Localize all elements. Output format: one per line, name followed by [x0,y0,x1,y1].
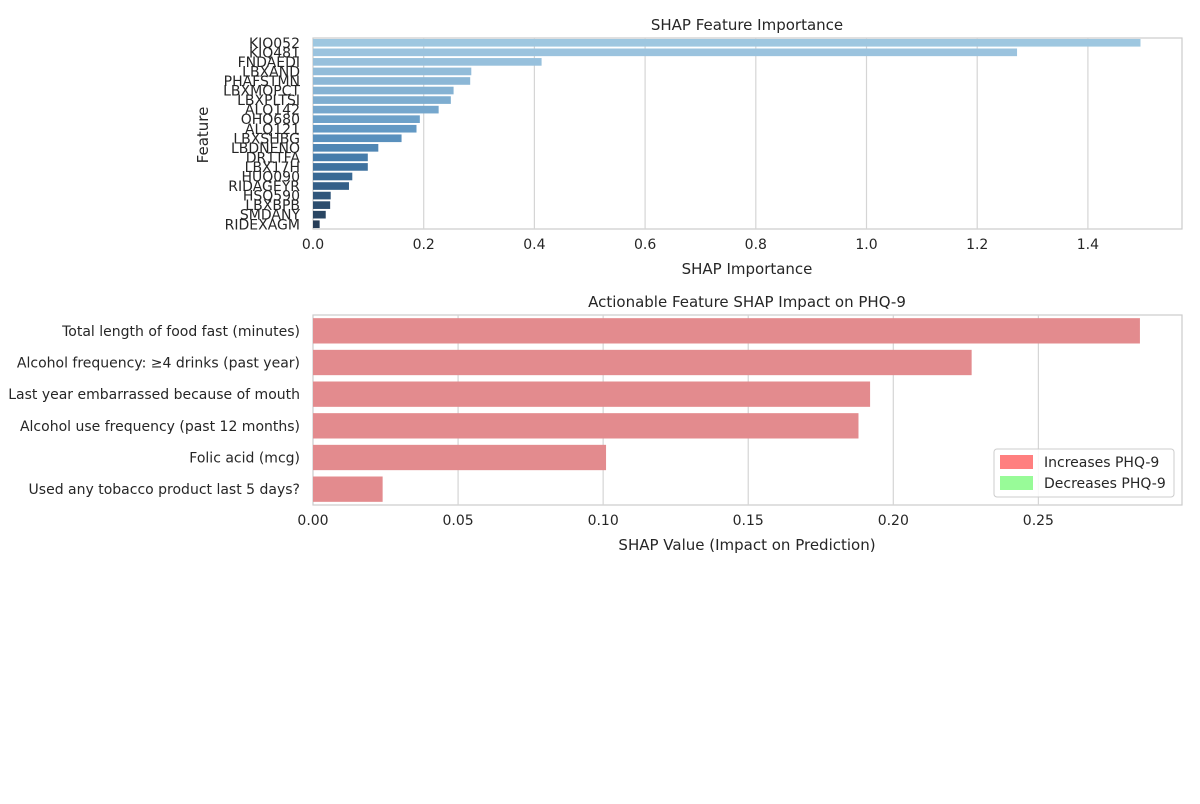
y-tick-labels: Total length of food fast (minutes) Alcoh… [8,324,300,498]
y-tick-label: ALQ121 [245,122,300,138]
legend-swatch-increases [1000,455,1033,469]
x-tick-label: 0.6 [634,237,656,253]
bars [313,318,1140,502]
y-tick-label: HUQ090 [241,170,300,186]
bar [313,381,871,407]
x-tick-label: 0.15 [733,513,764,529]
legend-label-decreases: Decreases PHQ-9 [1044,476,1166,492]
y-tick-label: Alcohol frequency: ≥4 drinks (past year) [17,356,300,372]
bar [313,163,368,171]
y-tick-label: LBXPLTSI [237,93,300,109]
bar [313,96,451,104]
y-tick-label: ALQ142 [245,103,300,119]
bar [313,476,383,502]
x-tick-label: 1.4 [1077,237,1099,253]
legend: Increases PHQ-9 Decreases PHQ-9 [993,448,1175,498]
y-tick-label: PHAFSTMN [224,74,300,90]
x-tick-label: 0.10 [588,513,619,529]
bar [313,210,326,219]
bar [313,58,542,66]
y-tick-label: FNDAEDI [238,55,300,71]
y-tick-label: KIQ481 [249,45,300,61]
x-tick-label: 1.0 [855,237,877,253]
x-tick-label: 0.05 [442,513,473,529]
bar [313,349,972,376]
plot-frame [312,314,1183,506]
y-tick-label: OHQ680 [241,112,300,128]
y-tick-label: HSQ590 [243,189,300,205]
x-tick-label: 0.20 [878,513,909,529]
chart-actionable-impact: Total length of food fast (minutes) Alcoh… [8,293,1183,554]
bar [313,48,1018,57]
bar [313,413,859,439]
bar [313,115,420,123]
bar [313,153,368,162]
bar [313,86,454,95]
legend-swatch-decreases [1000,476,1033,490]
x-tick-labels: 0.00 0.05 0.10 0.15 0.20 0.25 [297,513,1054,529]
y-tick-label: Used any tobacco product last 5 days? [29,482,300,498]
y-tick-label: LBXBPB [245,198,300,214]
gridlines [457,315,1039,505]
bar [313,134,402,143]
y-tick-label: SMDANY [240,208,301,224]
y-tick-label: LBX17H [245,160,300,176]
bars [313,38,1141,229]
bar [313,144,379,152]
chart-title: SHAP Feature Importance [651,16,843,34]
y-tick-label: Folic acid (mcg) [189,451,300,467]
x-tick-labels: 0.0 0.2 0.4 0.6 0.8 1.0 1.2 1.4 [302,237,1099,253]
legend-box [993,448,1175,498]
y-tick-label: RIDAGEYR [228,179,300,195]
x-axis-label: SHAP Value (Impact on Prediction) [618,536,875,554]
x-axis-label: SHAP Importance [682,260,813,278]
plot-frame [312,37,1183,230]
chart-feature-importance: KIQ052KIQ481FNDAEDILBXANDPHAFSTMNLBXMOPC… [194,16,1183,278]
y-tick-label: RIDEXAGM [225,217,300,233]
y-tick-label: LBXAND [242,64,300,80]
bar [313,444,607,471]
x-tick-label: 0.2 [413,237,435,253]
y-tick-label: DR1TFA [246,150,301,166]
y-tick-label: LBXMOPCT [223,84,300,100]
x-tick-label: 0.25 [1023,513,1054,529]
bar [313,191,331,200]
bar [313,67,472,76]
y-tick-label: Last year embarrassed because of mouth [8,387,300,403]
y-tick-label: KIQ052 [249,36,300,52]
y-tick-label: LBDNENO [231,141,300,157]
x-tick-label: 0.8 [745,237,767,253]
x-tick-label: 1.2 [966,237,988,253]
bar [313,182,349,190]
bar [313,124,417,133]
bar [313,318,1140,344]
bar [313,77,471,85]
bar [313,220,320,229]
bar [313,201,331,209]
bar [313,172,353,181]
y-axis-label: Feature [194,107,212,164]
y-tick-label: LBXSHBG [233,131,300,147]
x-tick-label: 0.4 [523,237,545,253]
chart-title: Actionable Feature SHAP Impact on PHQ-9 [588,293,906,311]
y-tick-label: Alcohol use frequency (past 12 months) [20,419,300,435]
x-tick-label: 0.0 [302,237,324,253]
bar [313,38,1141,47]
y-tick-labels: KIQ052KIQ481FNDAEDILBXANDPHAFSTMNLBXMOPC… [223,36,300,233]
legend-label-increases: Increases PHQ-9 [1044,455,1159,471]
y-tick-label: Total length of food fast (minutes) [61,324,300,340]
bar [313,105,439,114]
x-tick-label: 0.00 [297,513,328,529]
